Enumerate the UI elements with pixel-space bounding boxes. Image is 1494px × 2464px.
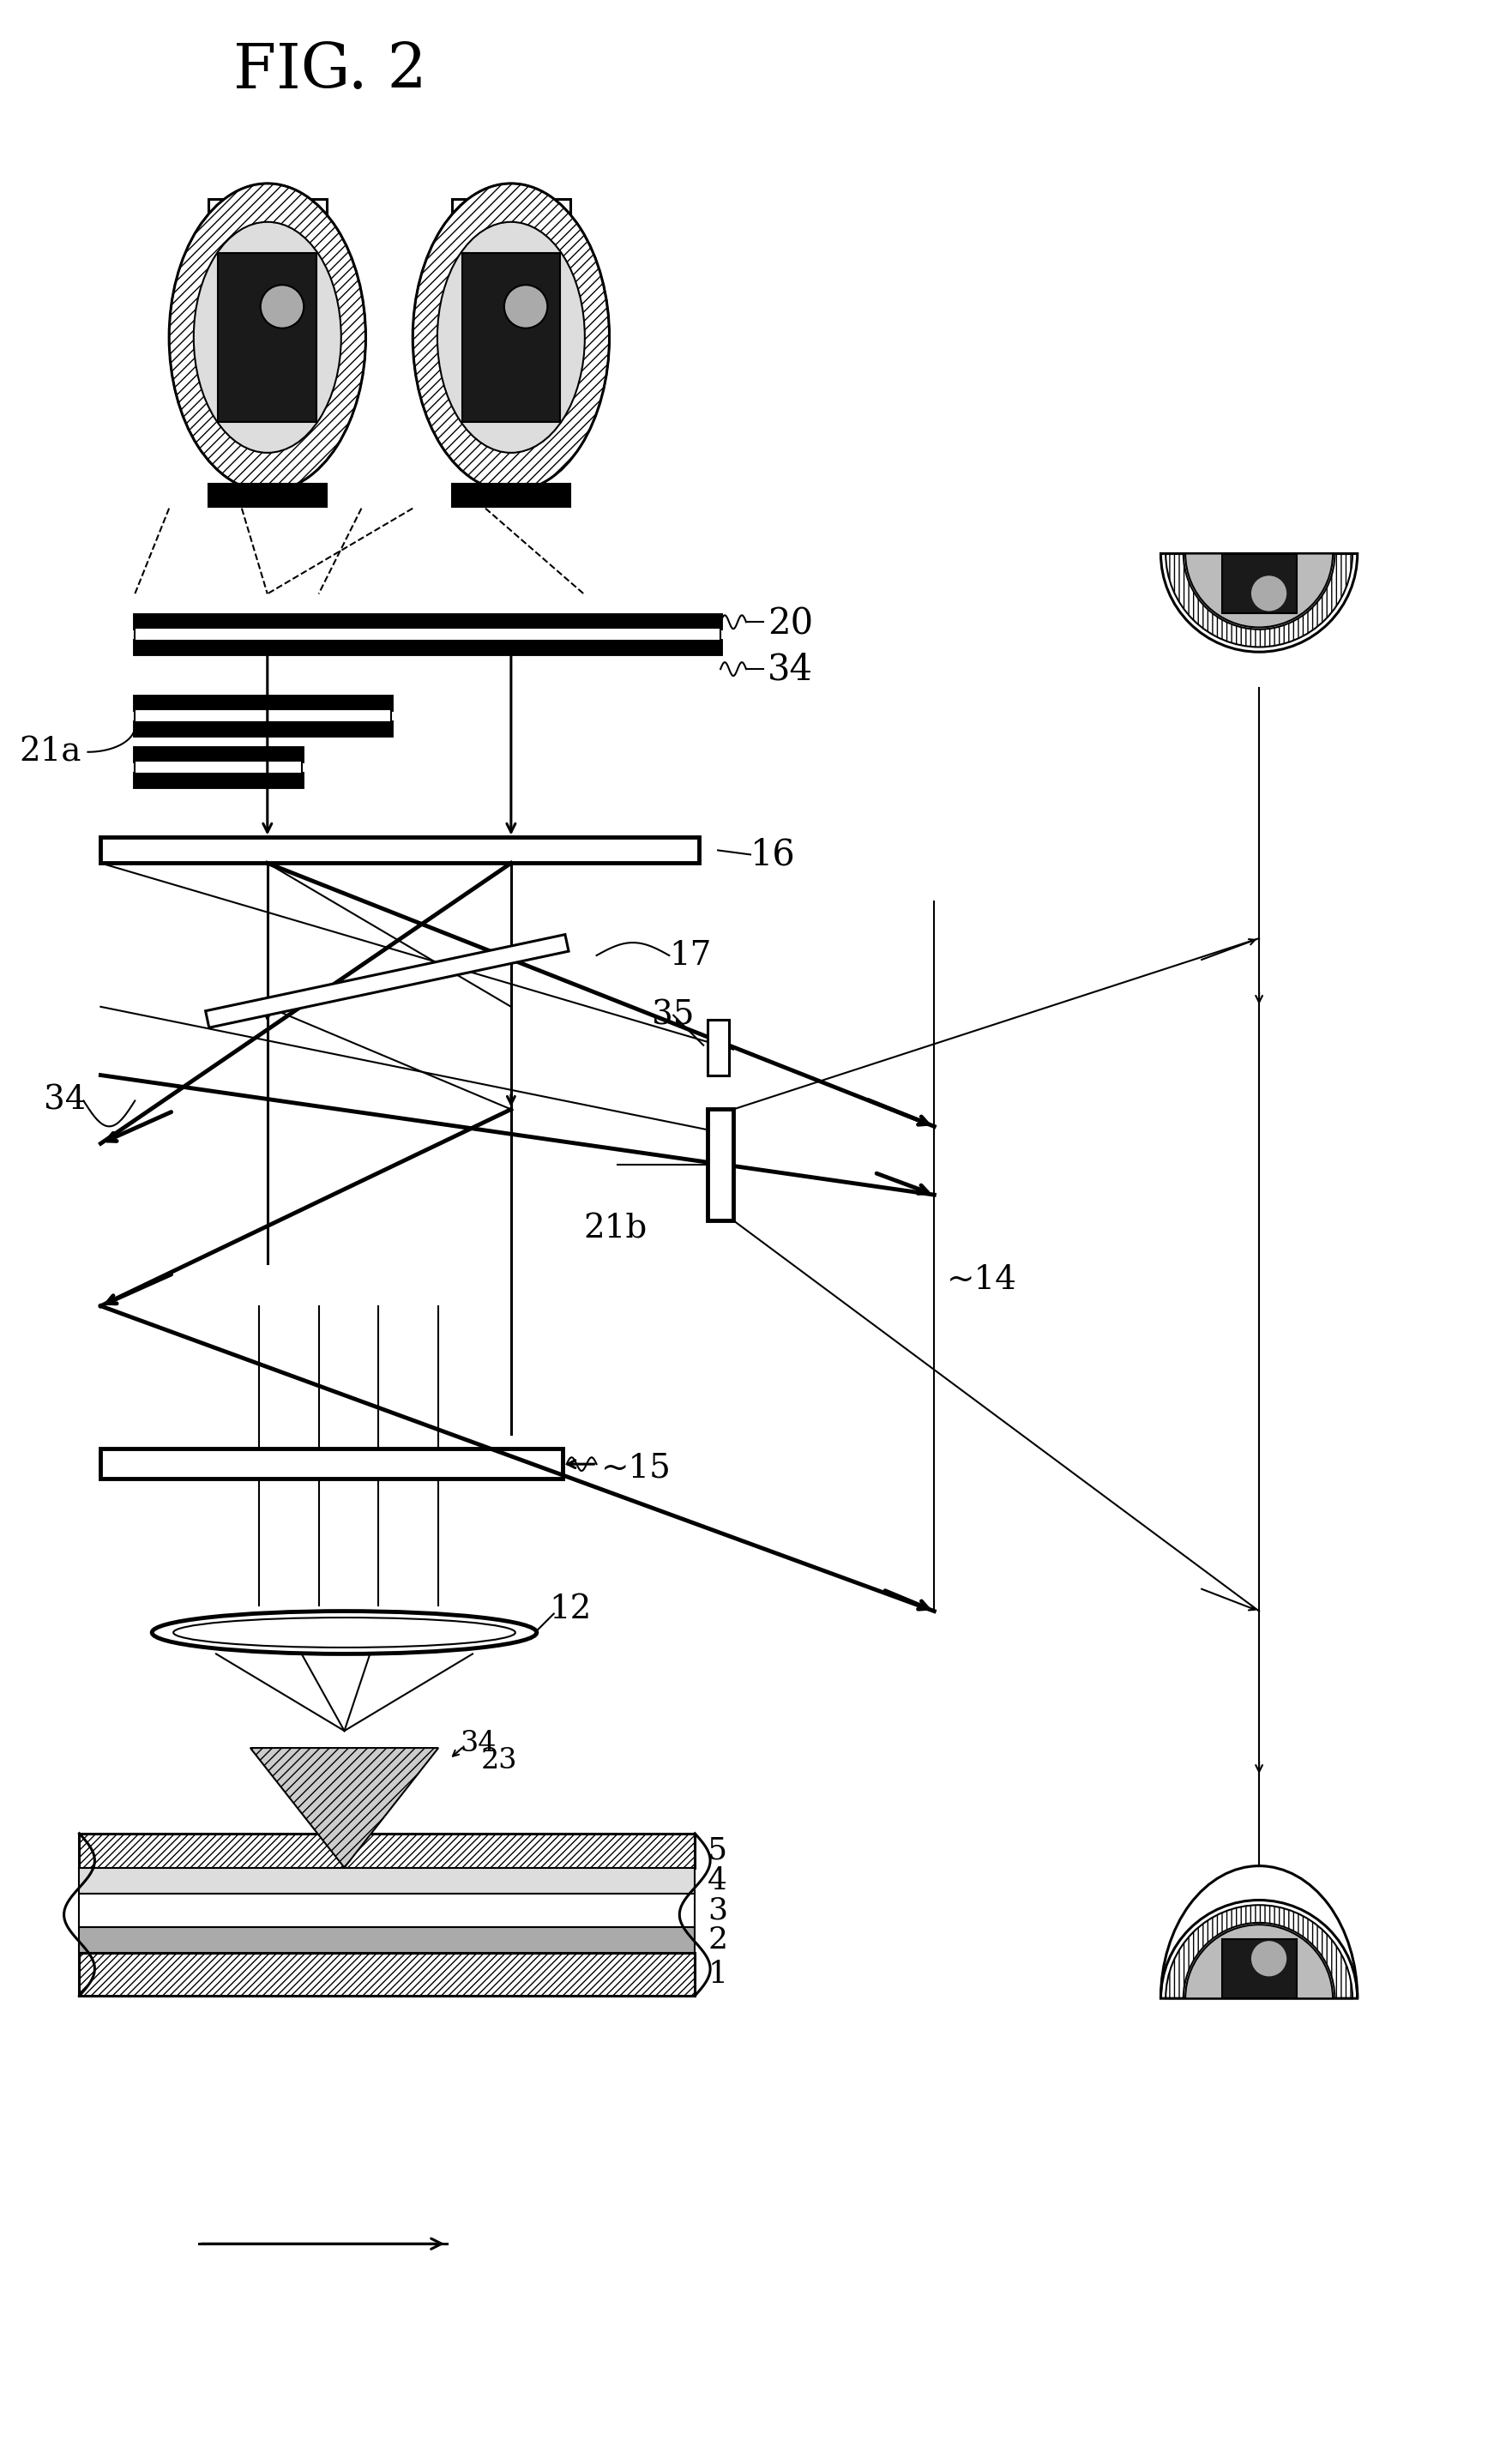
Text: 35: 35: [651, 1000, 695, 1030]
Bar: [209, 483, 326, 508]
Wedge shape: [1161, 1900, 1358, 1998]
Bar: [134, 641, 720, 653]
Text: 21b: 21b: [584, 1212, 647, 1244]
Bar: [134, 761, 302, 774]
Bar: [218, 254, 317, 421]
Text: 2: 2: [708, 1927, 728, 1954]
Text: 34: 34: [768, 650, 813, 687]
Text: 23: 23: [481, 1747, 517, 1774]
Text: ~15: ~15: [601, 1451, 671, 1483]
Ellipse shape: [194, 222, 341, 453]
Bar: [79, 1868, 695, 1892]
Bar: [1222, 554, 1297, 614]
Text: 1: 1: [708, 1959, 728, 1988]
Text: 4: 4: [708, 1865, 728, 1895]
Text: 12: 12: [550, 1594, 592, 1626]
Bar: [134, 710, 391, 722]
Text: 20: 20: [768, 606, 813, 641]
Bar: [79, 1954, 695, 1996]
Bar: [134, 697, 391, 710]
Bar: [79, 1927, 695, 1954]
Text: FIG. 2: FIG. 2: [233, 42, 427, 101]
Text: 3: 3: [708, 1895, 728, 1924]
Circle shape: [1250, 1942, 1286, 1976]
Wedge shape: [1185, 554, 1333, 628]
Ellipse shape: [152, 1611, 536, 1653]
Text: 16: 16: [750, 838, 796, 872]
Polygon shape: [251, 1747, 438, 1868]
Text: 34: 34: [460, 1730, 496, 1757]
Bar: [134, 628, 720, 641]
Bar: [462, 254, 560, 421]
Ellipse shape: [412, 182, 610, 490]
Bar: [134, 774, 302, 786]
Text: 5: 5: [708, 1836, 728, 1865]
Text: 17: 17: [669, 939, 711, 971]
Bar: [134, 616, 720, 628]
Ellipse shape: [438, 222, 584, 453]
Bar: [708, 1109, 734, 1220]
Bar: [134, 747, 302, 761]
Text: ~14: ~14: [947, 1264, 1017, 1296]
Bar: [453, 200, 571, 429]
Text: 21a: 21a: [19, 737, 82, 769]
Bar: [209, 200, 326, 429]
Bar: [453, 483, 571, 508]
Bar: [100, 838, 699, 862]
Bar: [100, 1449, 562, 1478]
Bar: [1222, 1939, 1297, 1998]
Bar: [708, 1020, 729, 1074]
Bar: [79, 1892, 695, 1927]
Circle shape: [260, 286, 303, 328]
Bar: [134, 722, 391, 734]
Text: 34: 34: [43, 1084, 87, 1116]
Circle shape: [503, 286, 547, 328]
Ellipse shape: [169, 182, 366, 490]
Polygon shape: [206, 934, 569, 1027]
Circle shape: [1250, 577, 1286, 611]
Wedge shape: [1161, 554, 1358, 653]
Ellipse shape: [173, 1616, 515, 1648]
Wedge shape: [1185, 1924, 1333, 1998]
Bar: [79, 1833, 695, 1868]
